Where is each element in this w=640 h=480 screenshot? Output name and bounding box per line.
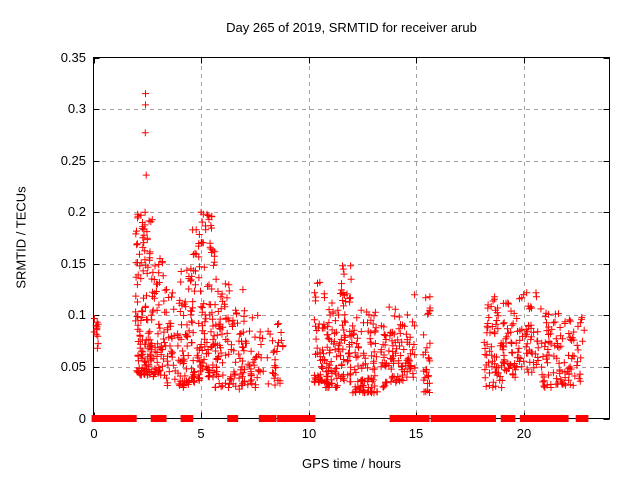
zero-value-band — [91, 415, 589, 422]
grid-lines — [94, 58, 609, 418]
chart-title: Day 265 of 2019, SRMTID for receiver aru… — [226, 20, 477, 35]
x-tick-label: 5 — [197, 426, 205, 441]
y-tick-label: 0.2 — [67, 204, 86, 219]
x-axis-label: GPS time / hours — [302, 456, 401, 471]
y-tick-label: 0 — [78, 411, 86, 426]
x-tick-label: 15 — [408, 426, 424, 441]
x-tick-label: 0 — [90, 426, 98, 441]
x-tick-label: 20 — [516, 426, 532, 441]
y-tick-label: 0.15 — [60, 256, 86, 271]
y-tick-label: 0.05 — [60, 359, 86, 374]
y-tick-label: 0.1 — [67, 307, 86, 322]
x-tick-label: 10 — [301, 426, 317, 441]
data-points — [90, 90, 588, 397]
y-tick-label: 0.3 — [67, 101, 86, 116]
y-tick-label: 0.35 — [60, 50, 86, 65]
y-tick-label: 0.25 — [60, 153, 86, 168]
